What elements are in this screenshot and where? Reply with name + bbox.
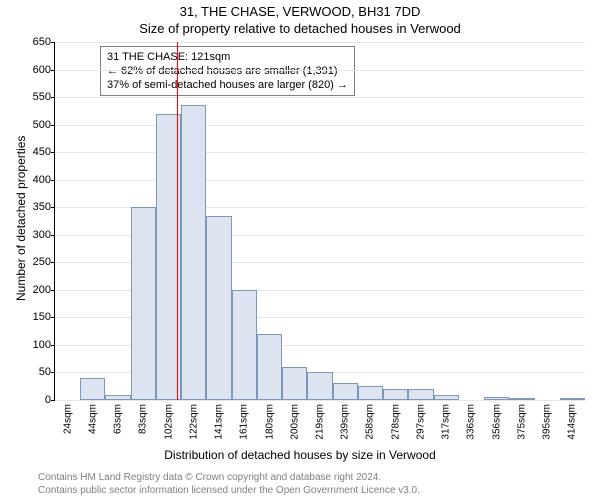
x-tick-label: 161sqm (239, 404, 250, 440)
x-tick-label: 258sqm (365, 404, 376, 440)
y-tick-label: 550 (33, 91, 51, 103)
y-tick (51, 290, 55, 291)
histogram-bar (105, 395, 130, 401)
y-tick (51, 372, 55, 373)
x-tick-label: 336sqm (466, 404, 477, 440)
histogram-bar (434, 395, 459, 401)
x-tick-label: 63sqm (113, 404, 124, 434)
x-tick-label: 356sqm (491, 404, 502, 440)
x-tick-label: 24sqm (62, 404, 73, 434)
y-tick-label: 350 (33, 201, 51, 213)
gridline (55, 125, 585, 126)
y-tick (51, 262, 55, 263)
x-tick-label: 219sqm (315, 404, 326, 440)
histogram-bar (131, 207, 156, 400)
histogram-bar (333, 383, 358, 400)
histogram-bar (206, 216, 231, 401)
histogram-bar (282, 367, 307, 400)
footer-attribution-2: Contains public sector information licen… (38, 485, 420, 496)
x-axis-label: Distribution of detached houses by size … (0, 448, 600, 462)
histogram-bar (257, 334, 282, 400)
histogram-bar (408, 389, 433, 400)
x-tick-label: 278sqm (390, 404, 401, 440)
gridline (55, 70, 585, 71)
gridline (55, 152, 585, 153)
x-tick-label: 375sqm (516, 404, 527, 440)
y-tick (51, 345, 55, 346)
y-tick (51, 317, 55, 318)
x-tick-label: 395sqm (542, 404, 553, 440)
chart-title-sub: Size of property relative to detached ho… (0, 21, 600, 36)
y-tick-label: 200 (33, 284, 51, 296)
plot-area: 0501001502002503003504004505005506006502… (54, 42, 585, 401)
y-tick-label: 500 (33, 119, 51, 131)
y-tick-label: 300 (33, 229, 51, 241)
x-tick-label: 239sqm (340, 404, 351, 440)
x-tick-label: 297sqm (415, 404, 426, 440)
gridline (55, 180, 585, 181)
x-tick-label: 317sqm (441, 404, 452, 440)
y-tick (51, 400, 55, 401)
y-tick (51, 235, 55, 236)
y-tick-label: 50 (39, 366, 51, 378)
y-tick (51, 42, 55, 43)
x-tick-label: 122sqm (188, 404, 199, 440)
x-tick-label: 141sqm (214, 404, 225, 440)
gridline (55, 97, 585, 98)
x-tick-label: 200sqm (289, 404, 300, 440)
histogram-bar (484, 397, 509, 400)
y-tick (51, 152, 55, 153)
y-tick (51, 207, 55, 208)
histogram-bar (358, 386, 383, 400)
x-tick-label: 414sqm (567, 404, 578, 440)
histogram-bar (307, 372, 332, 400)
histogram-bar (80, 378, 105, 400)
x-tick-label: 102sqm (163, 404, 174, 440)
y-axis-label: Number of detached properties (14, 136, 28, 301)
histogram-bar (181, 105, 206, 400)
y-tick (51, 97, 55, 98)
histogram-bar (560, 398, 585, 400)
x-tick-label: 83sqm (138, 404, 149, 434)
histogram-bar (509, 398, 534, 400)
y-tick-label: 400 (33, 174, 51, 186)
y-tick-label: 600 (33, 64, 51, 76)
y-tick (51, 125, 55, 126)
histogram-bar (383, 389, 408, 400)
y-tick-label: 150 (33, 311, 51, 323)
x-tick-label: 44sqm (87, 404, 98, 434)
histogram-bar (232, 290, 257, 400)
property-marker-line (177, 42, 178, 400)
y-tick-label: 100 (33, 339, 51, 351)
y-tick-label: 450 (33, 146, 51, 158)
gridline (55, 42, 585, 43)
property-size-chart: 31, THE CHASE, VERWOOD, BH31 7DD Size of… (0, 0, 600, 500)
footer-attribution-1: Contains HM Land Registry data © Crown c… (38, 472, 381, 483)
x-tick-label: 180sqm (264, 404, 275, 440)
y-tick-label: 0 (45, 394, 51, 406)
chart-title-main: 31, THE CHASE, VERWOOD, BH31 7DD (0, 4, 600, 19)
gridline (55, 400, 585, 401)
y-tick (51, 180, 55, 181)
y-tick-label: 250 (33, 256, 51, 268)
y-tick (51, 70, 55, 71)
y-tick-label: 650 (33, 36, 51, 48)
